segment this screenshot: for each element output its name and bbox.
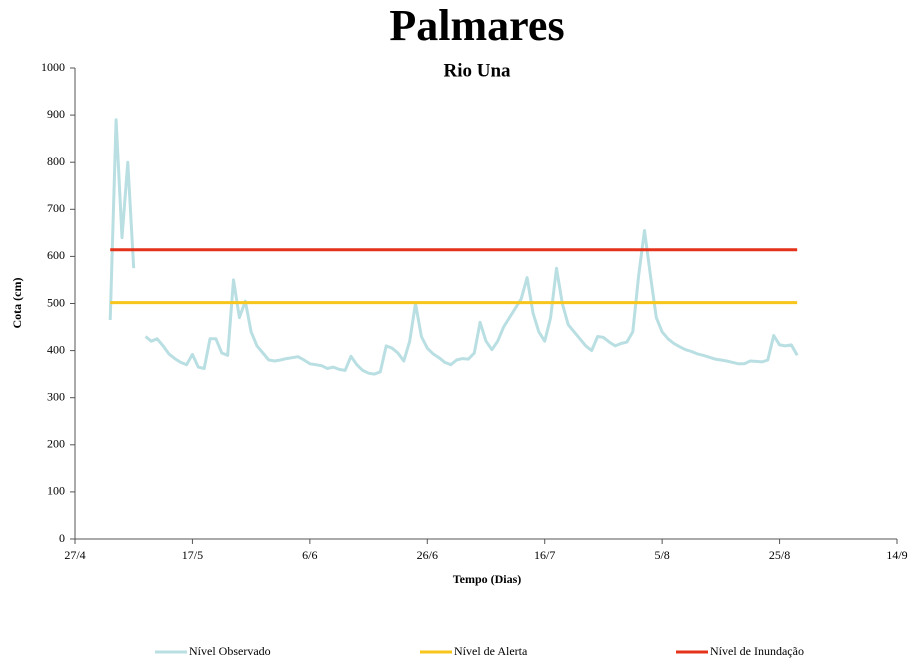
legend-label: Nível de Inundação — [710, 644, 804, 658]
x-tick-label: 5/8 — [654, 548, 669, 562]
y-tick-label: 600 — [47, 248, 65, 262]
y-tick-label: 300 — [47, 389, 65, 403]
y-tick-label: 700 — [47, 201, 65, 215]
x-tick-label: 26/6 — [417, 548, 438, 562]
x-axis-label: Tempo (Dias) — [453, 572, 522, 586]
x-tick-label: 25/8 — [769, 548, 790, 562]
y-tick-label: 100 — [47, 484, 65, 498]
y-axis-label: Cota (cm) — [10, 278, 24, 329]
legend-label: Nível Observado — [189, 644, 271, 658]
y-tick-label: 0 — [59, 531, 65, 545]
y-tick-label: 1000 — [41, 60, 65, 74]
legend-label: Nível de Alerta — [454, 644, 528, 658]
chart-subtitle: Rio Una — [443, 60, 511, 81]
x-tick-label: 16/7 — [534, 548, 555, 562]
y-tick-label: 900 — [47, 107, 65, 121]
x-tick-label: 27/4 — [64, 548, 85, 562]
y-tick-label: 400 — [47, 342, 65, 356]
series-line — [108, 118, 799, 376]
chart-title: Palmares — [389, 1, 564, 50]
x-tick-label: 6/6 — [302, 548, 317, 562]
x-tick-label: 17/5 — [182, 548, 203, 562]
x-tick-label: 14/9 — [886, 548, 907, 562]
y-tick-label: 800 — [47, 154, 65, 168]
y-tick-label: 200 — [47, 437, 65, 451]
y-tick-label: 500 — [47, 295, 65, 309]
